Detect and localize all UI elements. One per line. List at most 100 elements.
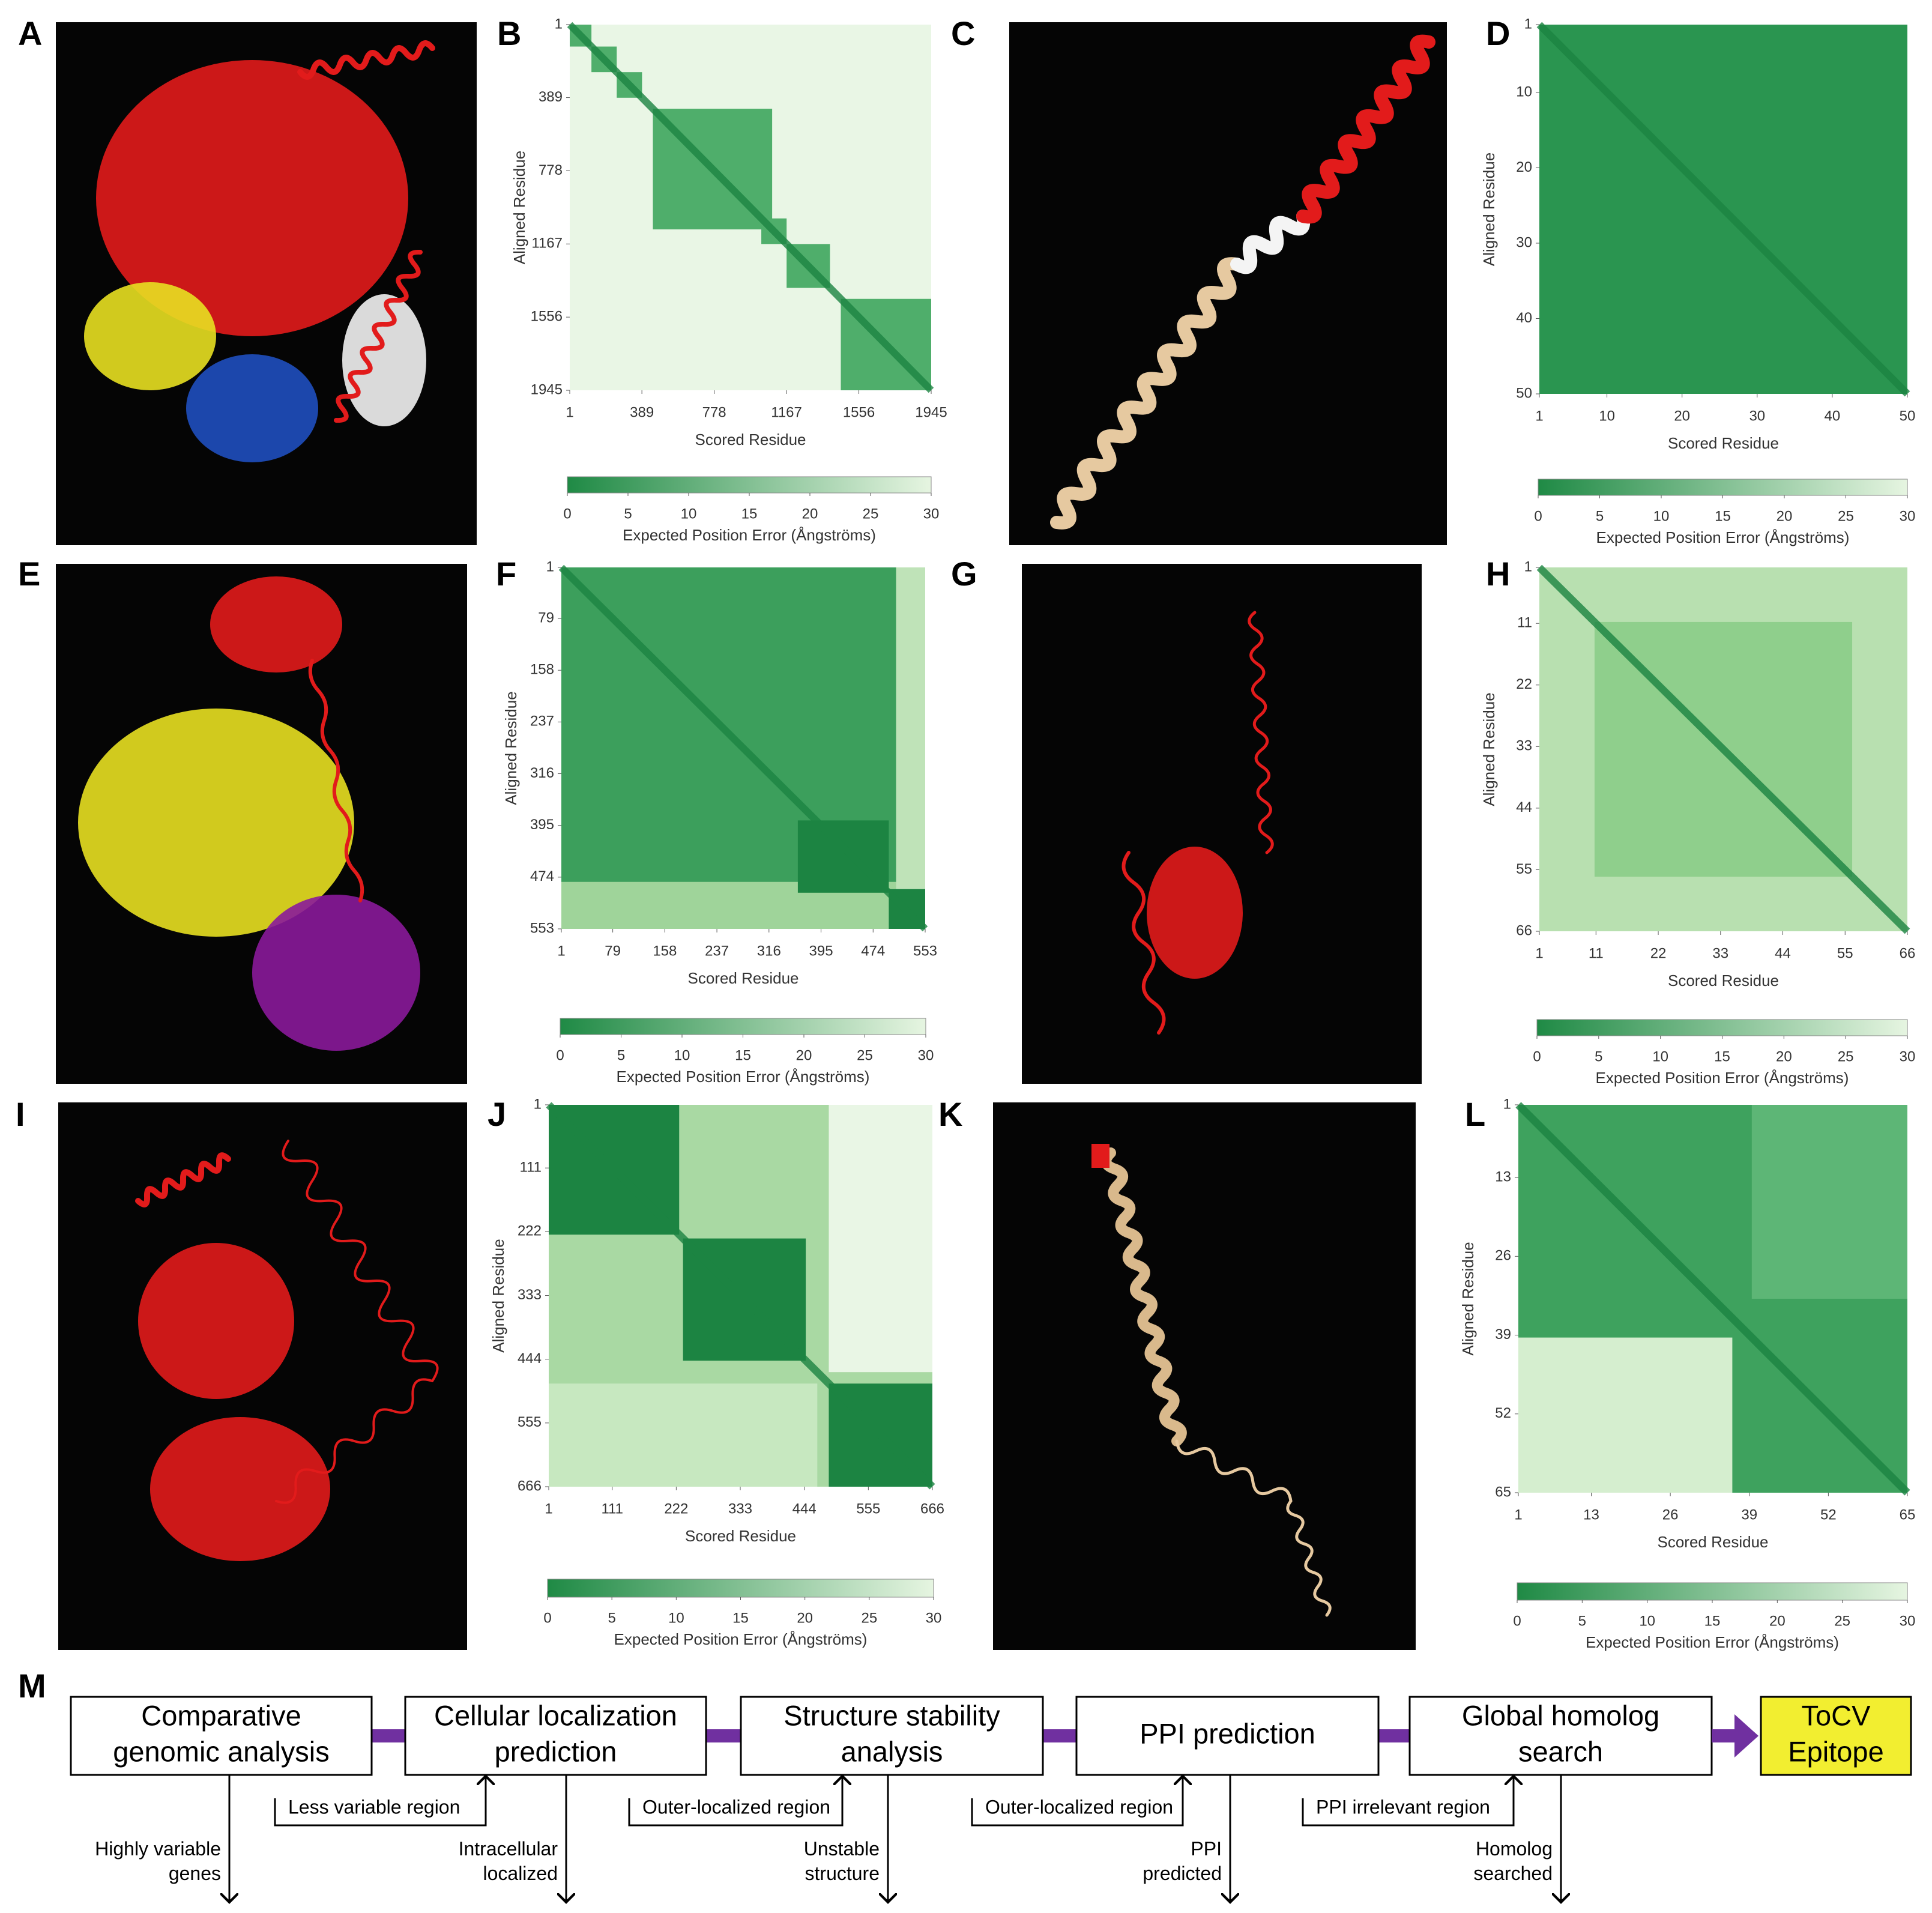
colorbar-label: Expected Position Error (Ångströms): [614, 1630, 868, 1648]
y-axis-label: Aligned Residue: [502, 691, 520, 805]
structure-ribbon: [1100, 1147, 1187, 1446]
x-tick-label: 79: [605, 943, 621, 959]
y-tick-label: 444: [518, 1350, 542, 1367]
y-tick-label: 66: [1516, 922, 1532, 938]
colorbar: [547, 1579, 934, 1598]
colorbar-tick-label: 0: [556, 1047, 564, 1063]
y-tick-label: 33: [1516, 738, 1532, 754]
y-tick-label: 30: [1516, 234, 1532, 250]
y-tick-label: 474: [530, 868, 554, 884]
structure-ribbon: [334, 249, 423, 423]
colorbar-tick-label: 25: [1838, 1048, 1854, 1065]
step-label: genomic analysis: [113, 1735, 330, 1767]
x-tick-label: 13: [1583, 1507, 1599, 1523]
structure-ribbon: [1230, 210, 1311, 274]
panel-letter: H: [1486, 555, 1510, 593]
y-tick-label: 1: [1524, 16, 1532, 32]
colorbar: [1517, 1582, 1908, 1601]
heatmap-region: [896, 567, 925, 900]
colorbar-tick-label: 30: [926, 1610, 942, 1626]
x-tick-label: 778: [702, 404, 726, 420]
y-tick-label: 1945: [531, 381, 563, 397]
x-tick-label: 1: [566, 404, 573, 420]
structure-ribbon: [1296, 34, 1435, 224]
y-axis-label: Aligned Residue: [1480, 153, 1498, 266]
colorbar-tick-label: 15: [1704, 1613, 1721, 1629]
colorbar-tick-label: 25: [1834, 1613, 1850, 1629]
colorbar-tick-label: 0: [1534, 508, 1542, 524]
structure-ribbon: [308, 659, 364, 902]
x-tick-label: 666: [920, 1500, 944, 1517]
colorbar-tick-label: 0: [563, 506, 571, 522]
heatmap-diagonal: [1515, 1102, 1910, 1496]
excluded-label: PPI: [1191, 1838, 1222, 1860]
y-tick-label: 20: [1516, 159, 1532, 175]
colorbar-tick-label: 20: [1777, 508, 1793, 524]
structure-ribbon: [282, 1140, 439, 1382]
y-tick-label: 333: [518, 1287, 542, 1303]
colorbar-tick-label: 15: [735, 1047, 751, 1063]
connector: [1712, 1729, 1736, 1742]
structure-ribbon: [1175, 1439, 1293, 1503]
colorbar-tick-label: 30: [918, 1047, 934, 1063]
panel-letter: F: [496, 555, 516, 593]
target-box: [1760, 1696, 1912, 1776]
connector: [1378, 1729, 1410, 1742]
y-tick-label: 26: [1495, 1248, 1511, 1264]
y-tick-label: 13: [1495, 1168, 1511, 1185]
colorbar-tick-label: 5: [1595, 1048, 1602, 1065]
step-label: Structure stability: [783, 1699, 1000, 1731]
colorbar-tick-label: 10: [681, 506, 697, 522]
y-tick-label: 158: [530, 662, 554, 678]
colorbar-tick-label: 0: [543, 1610, 551, 1626]
colorbar-tick-label: 5: [608, 1610, 615, 1626]
x-tick-label: 111: [601, 1500, 623, 1517]
y-tick-label: 389: [539, 89, 563, 105]
heatmap-diagonal: [567, 22, 934, 393]
y-tick-label: 1556: [531, 308, 563, 324]
structure-ribbon: [1286, 1499, 1332, 1617]
x-tick-label: 1: [545, 1500, 552, 1517]
y-tick-label: 1: [555, 16, 563, 32]
step-box: [740, 1696, 1044, 1776]
colorbar-tick-label: 25: [857, 1047, 873, 1063]
x-tick-label: 52: [1820, 1507, 1837, 1523]
heatmap-diagonal: [546, 1102, 935, 1490]
colorbar-tick-label: 20: [1776, 1048, 1792, 1065]
x-tick-label: 333: [728, 1500, 752, 1517]
colorbar-tick-label: 10: [1639, 1613, 1655, 1629]
y-tick-label: 111: [520, 1159, 542, 1176]
x-tick-label: 22: [1650, 945, 1667, 961]
colorbar-tick-label: 30: [923, 506, 940, 522]
panel-letter: L: [1465, 1095, 1485, 1133]
colorbar: [567, 476, 932, 494]
excluded-label: Highly variable: [95, 1838, 221, 1860]
structure-ribbon: [297, 40, 435, 80]
y-tick-label: 44: [1516, 799, 1532, 815]
x-axis-label: Scored Residue: [685, 1527, 796, 1545]
colorbar: [560, 1018, 926, 1035]
y-tick-label: 666: [518, 1478, 542, 1494]
x-tick-label: 237: [705, 943, 729, 959]
x-tick-label: 553: [913, 943, 937, 959]
y-tick-label: 1: [534, 1096, 542, 1112]
colorbar-tick-label: 25: [1838, 508, 1854, 524]
x-tick-label: 158: [653, 943, 677, 959]
x-tick-label: 316: [757, 943, 781, 959]
structure-domain: [138, 1243, 294, 1399]
excluded-label: localized: [483, 1863, 558, 1884]
excluded-label: searched: [1473, 1863, 1553, 1884]
colorbar-tick-label: 10: [668, 1610, 684, 1626]
input-bracket: [1302, 1776, 1514, 1827]
colorbar-label: Expected Position Error (Ångströms): [617, 1068, 870, 1086]
x-tick-label: 66: [1900, 945, 1916, 961]
structure-domain: [84, 282, 216, 390]
colorbar-tick-label: 5: [617, 1047, 625, 1063]
colorbar: [1538, 479, 1908, 496]
structure-tip: [1091, 1144, 1109, 1168]
colorbar-tick-label: 10: [674, 1047, 690, 1063]
excluded-label: Intracellular: [459, 1838, 558, 1860]
step-label: Global homolog: [1462, 1699, 1659, 1731]
structure-domain: [150, 1417, 330, 1561]
excluded-label: predicted: [1143, 1863, 1222, 1884]
